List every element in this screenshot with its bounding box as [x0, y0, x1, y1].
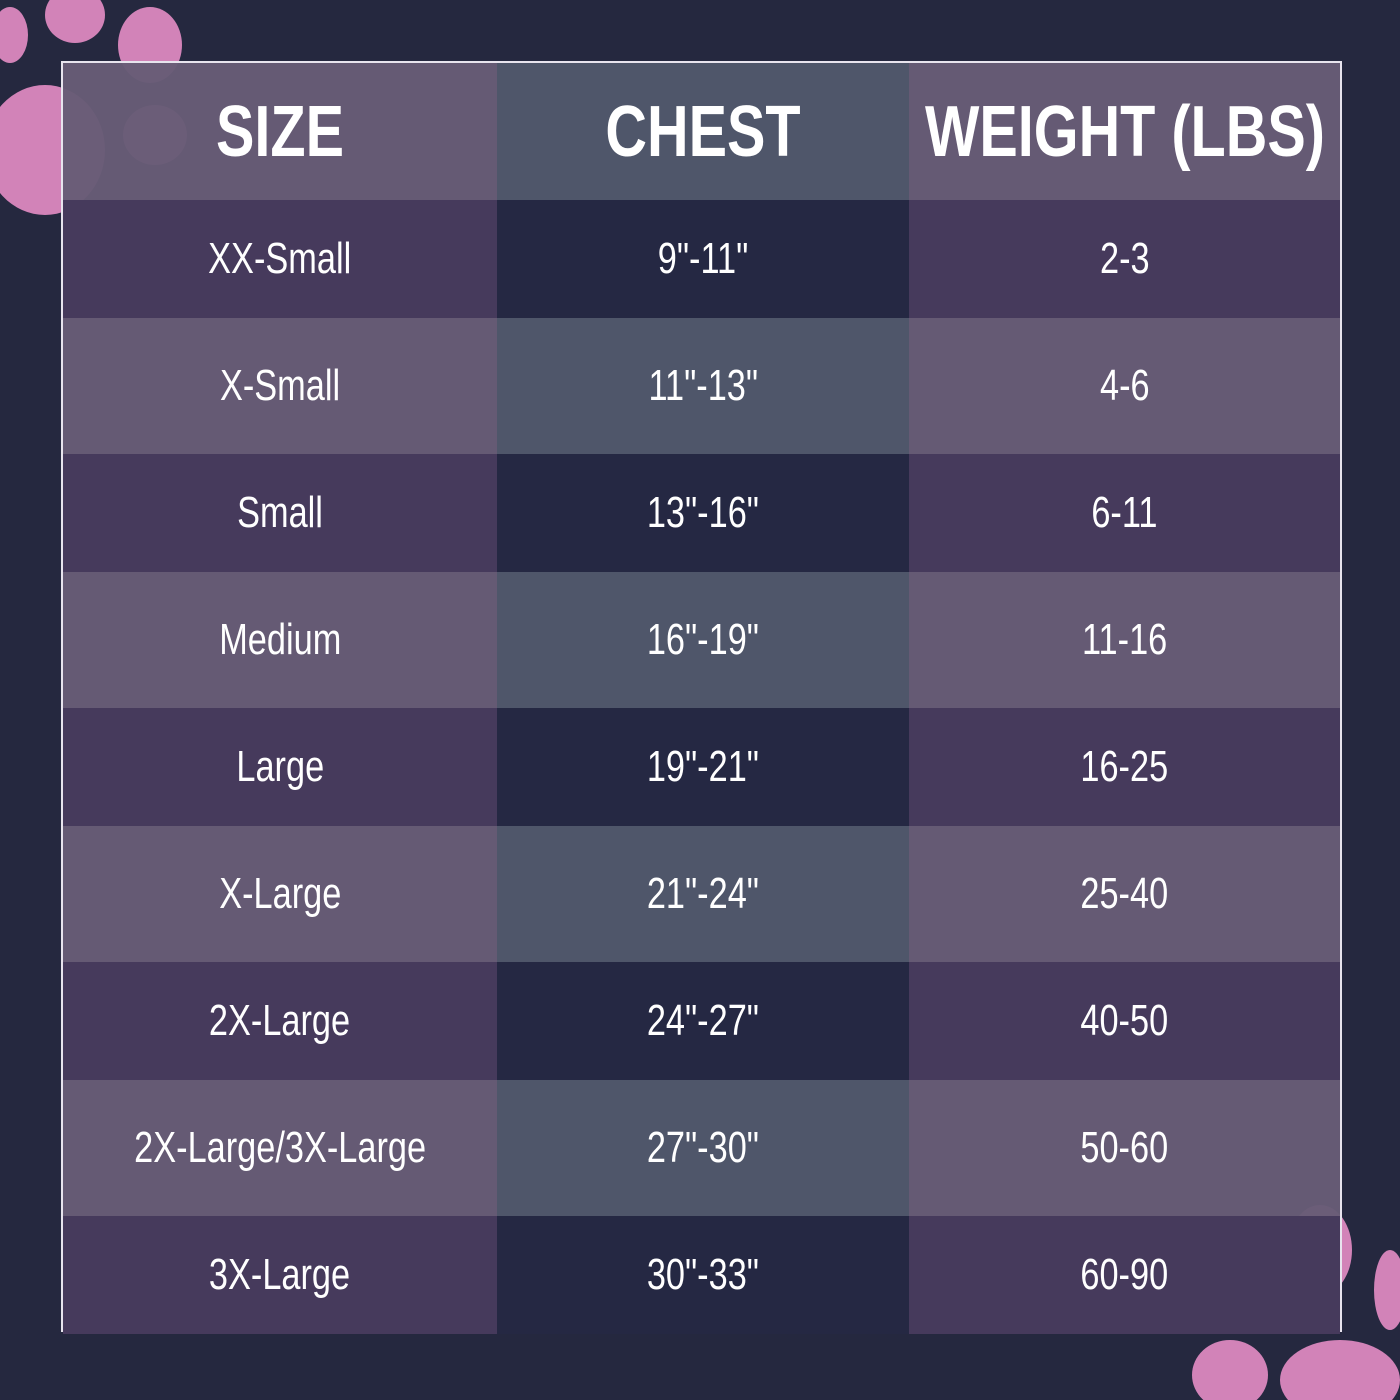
cell-size: X-Small — [63, 318, 497, 454]
header-chest: CHEST — [497, 63, 909, 200]
cell-text: 13"-16" — [646, 488, 760, 537]
cell-text: 27"-30" — [646, 1123, 760, 1172]
cell-weight: 2-3 — [909, 200, 1340, 318]
cell-text: 60-90 — [1080, 1250, 1169, 1299]
cell-weight: 25-40 — [909, 826, 1340, 962]
cell-text: 40-50 — [1080, 996, 1169, 1045]
cell-chest: 19"-21" — [497, 708, 909, 826]
cell-text: 2X-Large — [209, 996, 351, 1045]
header-label: SIZE — [215, 91, 345, 172]
header-label: CHEST — [605, 91, 801, 172]
cell-text: 50-60 — [1080, 1123, 1169, 1172]
cell-text: 11-16 — [1081, 615, 1168, 664]
cell-weight: 50-60 — [909, 1080, 1340, 1216]
cell-text: 16-25 — [1080, 742, 1169, 791]
cell-size: Large — [63, 708, 497, 826]
cell-chest: 30"-33" — [497, 1216, 909, 1334]
cell-weight: 16-25 — [909, 708, 1340, 826]
cell-text: X-Small — [219, 361, 341, 410]
table-row: 2X-Large/3X-Large 27"-30" 50-60 — [63, 1080, 1340, 1216]
table-row: X-Large 21"-24" 25-40 — [63, 826, 1340, 962]
table-row: Large 19"-21" 16-25 — [63, 708, 1340, 826]
cell-weight: 60-90 — [909, 1216, 1340, 1334]
cell-text: 9"-11" — [657, 234, 749, 283]
cell-weight: 40-50 — [909, 962, 1340, 1080]
header-row: SIZE CHEST WEIGHT (LBS) — [63, 63, 1340, 200]
cell-chest: 24"-27" — [497, 962, 909, 1080]
cell-text: 4-6 — [1099, 361, 1150, 410]
cell-weight: 4-6 — [909, 318, 1340, 454]
cell-size: 2X-Large/3X-Large — [63, 1080, 497, 1216]
cell-chest: 11"-13" — [497, 318, 909, 454]
cell-text: 11"-13" — [648, 361, 758, 410]
cell-size: 3X-Large — [63, 1216, 497, 1334]
cell-chest: 9"-11" — [497, 200, 909, 318]
cell-text: X-Large — [218, 869, 342, 918]
table-row: Small 13"-16" 6-11 — [63, 454, 1340, 572]
cell-chest: 21"-24" — [497, 826, 909, 962]
cell-text: 3X-Large — [209, 1250, 351, 1299]
table-row: X-Small 11"-13" 4-6 — [63, 318, 1340, 454]
cell-chest: 27"-30" — [497, 1080, 909, 1216]
cell-weight: 11-16 — [909, 572, 1340, 708]
cell-text: XX-Small — [208, 234, 352, 283]
cell-text: 2-3 — [1099, 234, 1150, 283]
header-label: WEIGHT (LBS) — [924, 91, 1325, 172]
cell-text: Large — [236, 742, 324, 791]
cell-text: 6-11 — [1091, 488, 1158, 537]
cell-text: 25-40 — [1080, 869, 1169, 918]
cell-size: X-Large — [63, 826, 497, 962]
table-row: 2X-Large 24"-27" 40-50 — [63, 962, 1340, 1080]
size-chart-table: SIZE CHEST WEIGHT (LBS) XX-Small 9"-11" 2-… — [61, 61, 1342, 1334]
cell-chest: 13"-16" — [497, 454, 909, 572]
header-weight: WEIGHT (LBS) — [909, 63, 1340, 200]
cell-text: 19"-21" — [646, 742, 760, 791]
cell-text: 21"-24" — [646, 869, 760, 918]
cell-text: 30"-33" — [646, 1250, 760, 1299]
cell-size: XX-Small — [63, 200, 497, 318]
cell-chest: 16"-19" — [497, 572, 909, 708]
cell-size: 2X-Large — [63, 962, 497, 1080]
cell-text: 24"-27" — [646, 996, 760, 1045]
table-row: XX-Small 9"-11" 2-3 — [63, 200, 1340, 318]
cell-weight: 6-11 — [909, 454, 1340, 572]
cell-text: 2X-Large/3X-Large — [134, 1123, 426, 1172]
cell-size: Small — [63, 454, 497, 572]
cell-text: 16"-19" — [646, 615, 760, 664]
table-row: Medium 16"-19" 11-16 — [63, 572, 1340, 708]
table-row: 3X-Large 30"-33" 60-90 — [63, 1216, 1340, 1334]
cell-size: Medium — [63, 572, 497, 708]
cell-text: Small — [237, 488, 323, 537]
cell-text: Medium — [218, 615, 342, 664]
header-size: SIZE — [63, 63, 497, 200]
